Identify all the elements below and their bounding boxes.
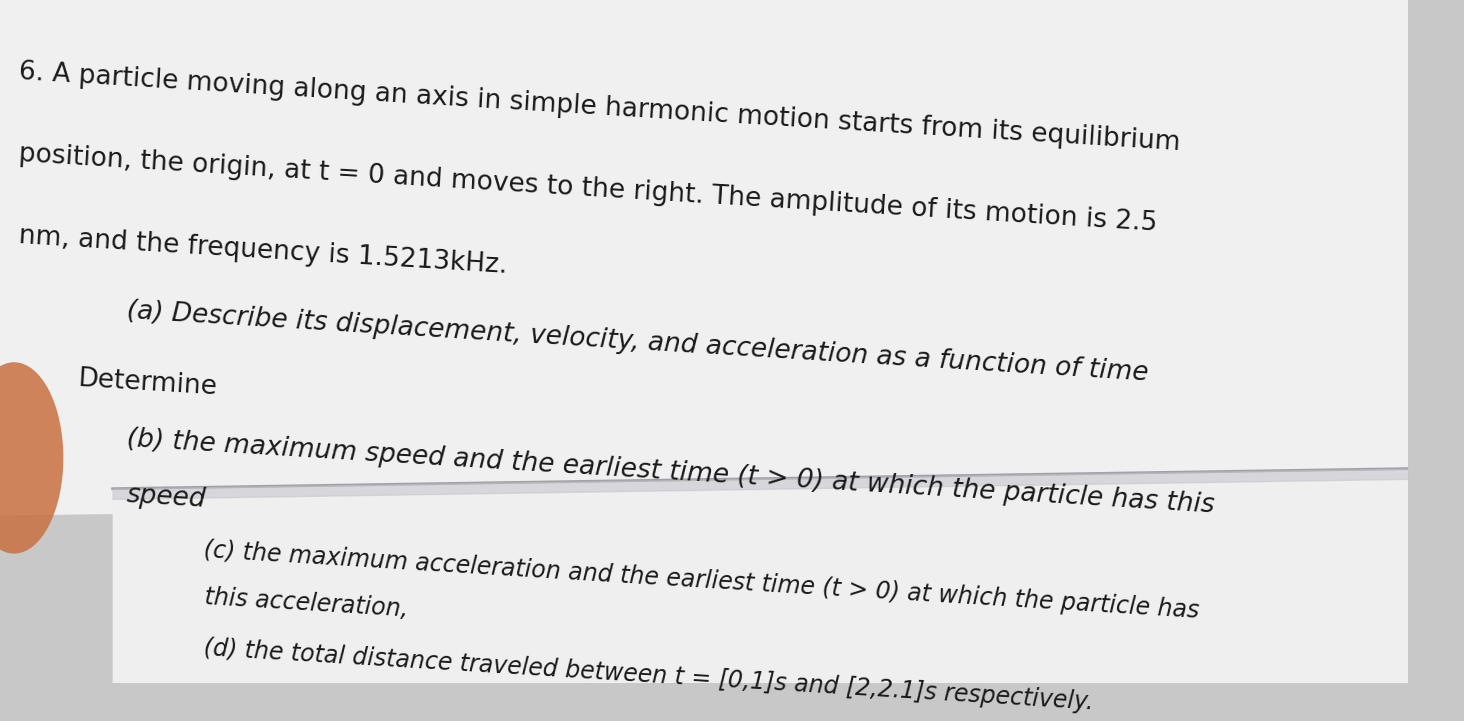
Polygon shape bbox=[113, 468, 1436, 697]
Text: speed: speed bbox=[126, 482, 206, 513]
Text: position, the origin, at t = 0 and moves to the right. The amplitude of its moti: position, the origin, at t = 0 and moves… bbox=[18, 141, 1158, 236]
Polygon shape bbox=[0, 0, 1436, 516]
Text: (a) Describe its displacement, velocity, and acceleration as a function of time: (a) Describe its displacement, velocity,… bbox=[126, 298, 1149, 386]
Ellipse shape bbox=[0, 362, 63, 554]
Text: Determine: Determine bbox=[76, 366, 218, 401]
Text: (d) the total distance traveled between t = [0,1]s and [2,2.1]s respectively.: (d) the total distance traveled between … bbox=[203, 636, 1095, 715]
Text: (c) the maximum acceleration and the earliest time (t > 0) at which the particle: (c) the maximum acceleration and the ear… bbox=[203, 538, 1200, 623]
Text: (b) the maximum speed and the earliest time (t > 0) at which the particle has th: (b) the maximum speed and the earliest t… bbox=[126, 427, 1215, 519]
Text: this acceleration,: this acceleration, bbox=[203, 585, 408, 621]
Text: 6. A particle moving along an axis in simple harmonic motion starts from its equ: 6. A particle moving along an axis in si… bbox=[18, 59, 1180, 156]
Text: nm, and the frequency is 1.5213kHz.: nm, and the frequency is 1.5213kHz. bbox=[18, 223, 508, 278]
